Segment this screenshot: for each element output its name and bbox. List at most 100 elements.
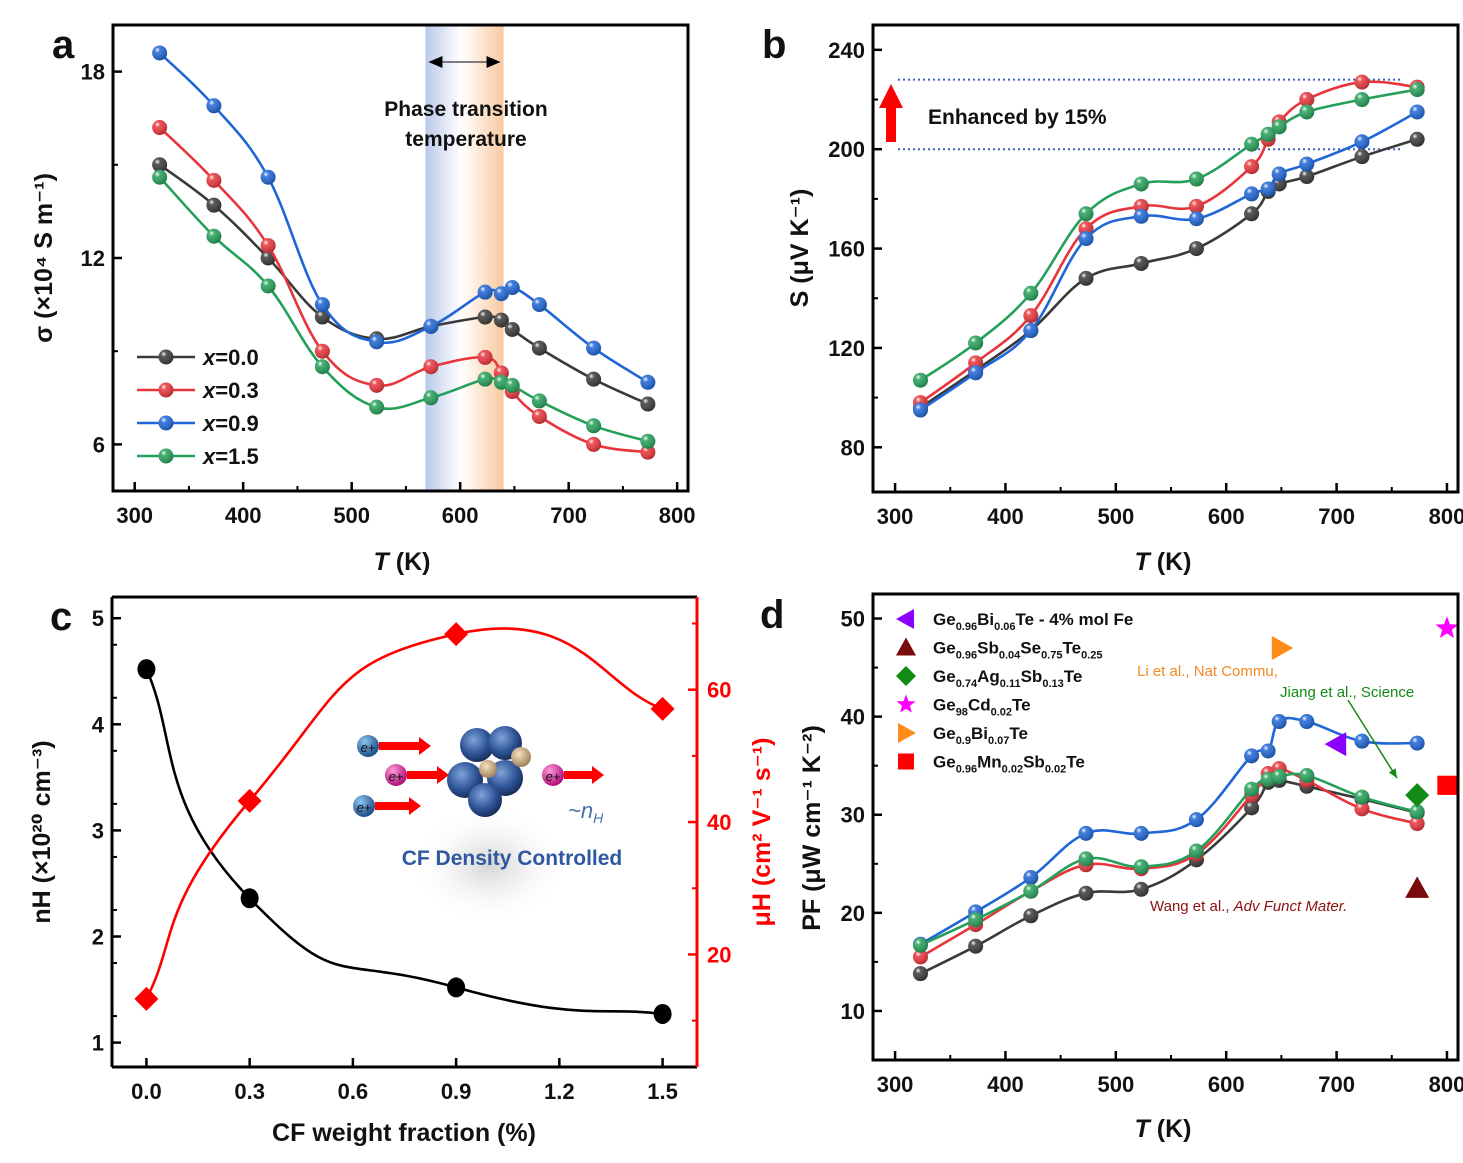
legend-label: Ge0.96Bi0.06Te - 4% mol Fe xyxy=(933,610,1133,633)
panel-b-seebeck: Enhanced by 15% 300 400 500 600 700 800 80 120… xyxy=(762,23,1463,576)
series-line xyxy=(919,777,1418,975)
data-point xyxy=(1299,767,1315,783)
data-point xyxy=(152,157,168,173)
data-point xyxy=(1133,255,1149,271)
annotation-wang: Wang et al., Adv Funct Mater. xyxy=(1150,898,1347,915)
series-group xyxy=(152,45,656,460)
x-axis-title: T (K) xyxy=(1135,548,1192,576)
inset-caption: CF Density Controlled xyxy=(402,847,623,870)
y-tick-label: 80 xyxy=(841,435,865,460)
legend-item: Ge0.96Mn0.02Sb0.02Te xyxy=(898,753,1085,776)
data-point xyxy=(1299,92,1315,108)
plot-frame xyxy=(871,23,1460,494)
data-point-circle xyxy=(240,888,259,909)
x-tick-label: 600 xyxy=(1208,504,1245,529)
left-y-axis-title: nH (×10²⁰ cm⁻³) xyxy=(28,740,56,923)
legend-label: x=1.5 xyxy=(202,444,259,469)
data-point xyxy=(586,436,602,452)
x-tick-label: 400 xyxy=(987,1072,1024,1097)
data-point-circle xyxy=(137,659,156,680)
data-point xyxy=(968,335,984,351)
data-point xyxy=(314,359,330,375)
data-point xyxy=(640,396,656,412)
data-point xyxy=(369,334,385,350)
data-point xyxy=(640,374,656,390)
legend-marker xyxy=(158,349,174,365)
data-point xyxy=(1244,186,1260,202)
data-point xyxy=(586,418,602,434)
y-axis-title: S (μV K⁻¹) xyxy=(786,189,814,308)
carrier-icon: e+ xyxy=(385,764,449,786)
y-tick-label: 60 xyxy=(707,678,731,703)
x-tick-label: 0.3 xyxy=(234,1079,265,1104)
reference-point-square xyxy=(1437,775,1457,795)
x-tick-label: 500 xyxy=(1097,504,1134,529)
y-tick-label: 10 xyxy=(841,999,865,1024)
series-x-0-3 xyxy=(152,120,656,460)
carrier-icon: e+ xyxy=(542,764,604,786)
data-point xyxy=(1409,104,1425,120)
data-point xyxy=(1244,781,1260,797)
y-tick-label: 40 xyxy=(841,705,865,730)
carrier-scaling-label: ~nH xyxy=(568,798,604,826)
data-point xyxy=(968,912,984,928)
reference-point-star xyxy=(1435,616,1459,638)
legend-marker xyxy=(158,382,174,398)
data-point xyxy=(1023,908,1039,924)
x-axis-ticks: 300 400 500 600 700 800 xyxy=(877,1051,1463,1097)
data-point xyxy=(1023,308,1039,324)
data-point xyxy=(1409,131,1425,147)
data-point xyxy=(912,949,928,965)
data-point-diamond xyxy=(134,986,159,1011)
series-x-0-0 xyxy=(912,772,1425,982)
data-point xyxy=(206,98,222,114)
data-point xyxy=(504,377,520,393)
data-point xyxy=(477,371,493,387)
data-point xyxy=(1409,804,1425,820)
data-point xyxy=(1188,843,1204,859)
data-point xyxy=(1354,789,1370,805)
x-tick-label: 400 xyxy=(225,503,262,528)
legend-label: x=0.3 xyxy=(202,378,259,403)
right-y-axis-ticks: 20 40 60 xyxy=(688,622,731,1022)
data-point xyxy=(314,309,330,325)
y-tick-label: 30 xyxy=(841,803,865,828)
data-point xyxy=(1354,149,1370,165)
series-x-0-9 xyxy=(912,104,1425,418)
data-point xyxy=(1354,134,1370,150)
data-point xyxy=(1078,851,1094,867)
legend-item: Ge0.9Bi0.07Te xyxy=(898,723,1028,747)
data-point xyxy=(1023,323,1039,339)
phase-transition-double-arrow xyxy=(428,56,501,68)
data-point xyxy=(912,402,928,418)
data-point xyxy=(1409,735,1425,751)
y-tick-label: 20 xyxy=(841,901,865,926)
data-point xyxy=(1133,176,1149,192)
x-tick-label: 800 xyxy=(1429,504,1463,529)
series-x-0-0 xyxy=(912,131,1425,416)
data-point xyxy=(369,399,385,415)
data-point xyxy=(260,278,276,294)
series-mobility xyxy=(134,622,675,1011)
data-point xyxy=(586,340,602,356)
y-axis-title: PF (μW cm⁻¹ K⁻²) xyxy=(798,725,826,931)
legend-label: x=0.9 xyxy=(202,411,259,436)
x-tick-label: 800 xyxy=(659,503,696,528)
legend-label: Ge0.96Mn0.02Sb0.02Te xyxy=(933,753,1085,776)
legend-label: x=0.0 xyxy=(202,345,259,370)
data-point xyxy=(1078,206,1094,222)
data-point xyxy=(206,197,222,213)
legend-item: x=0.3 xyxy=(137,378,259,403)
legend-item: Ge0.74Ag0.11Sb0.13Te xyxy=(896,666,1082,690)
data-point xyxy=(260,169,276,185)
y-tick-label: 12 xyxy=(81,246,105,271)
legend-label: Ge0.96Sb0.04Se0.75Te0.25 xyxy=(933,639,1102,662)
data-point xyxy=(477,349,493,365)
legend-item: Ge0.96Sb0.04Se0.75Te0.25 xyxy=(896,637,1102,662)
legend-marker xyxy=(158,448,174,464)
y-tick-label: 5 xyxy=(92,606,104,631)
legend-item: x=1.5 xyxy=(137,444,259,469)
x-tick-label: 1.5 xyxy=(647,1079,678,1104)
data-point xyxy=(1133,208,1149,224)
series-line xyxy=(145,627,664,1000)
